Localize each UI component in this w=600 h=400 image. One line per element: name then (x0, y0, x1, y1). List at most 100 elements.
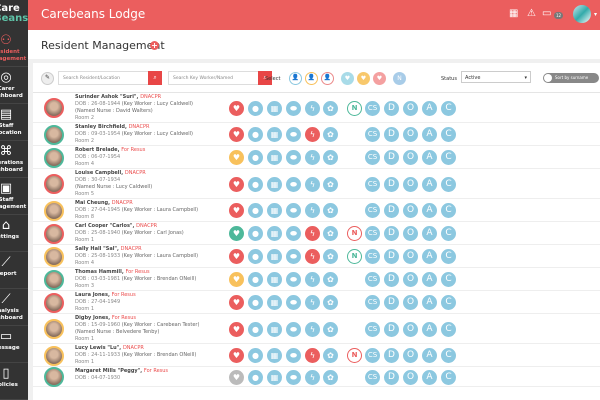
calendar-icon[interactable]: ▦ (267, 150, 282, 165)
sidebar-item-message[interactable]: ▭Message (0, 326, 28, 363)
resident-avatar[interactable] (44, 124, 64, 145)
badge-cs[interactable]: CS (365, 348, 380, 363)
person-icon[interactable]: ● (248, 127, 263, 142)
badge-o[interactable]: O (403, 176, 418, 192)
resident-avatar[interactable] (44, 174, 64, 194)
message-icon[interactable]: ▭ (542, 8, 552, 19)
resident-row[interactable]: Lucy Lewis "Lu", DNACPR DOB : 24-11-1933 … (33, 344, 600, 367)
filter-ring-yellow-icon[interactable]: 👤 (305, 72, 318, 85)
badge-a[interactable]: A (422, 295, 437, 310)
sidebar-item-carer-dashboard[interactable]: ◎Carer Dashboard (0, 67, 28, 104)
status-select[interactable]: Active ▾ (461, 71, 531, 83)
badge-o[interactable]: O (403, 348, 418, 363)
resident-row[interactable]: Thomas Hammill, For Resus DOB : 03-03-198… (33, 268, 600, 291)
badge-o[interactable]: O (403, 203, 418, 218)
badge-c[interactable]: C (441, 100, 456, 116)
search-icon[interactable]: ⌕ (148, 71, 162, 85)
heart-hands-icon[interactable]: ♥ (229, 226, 244, 241)
resident-name[interactable]: Louise Campbell (75, 170, 122, 176)
badge-d[interactable]: D (384, 321, 399, 337)
badge-d[interactable]: D (384, 272, 399, 287)
puzzle-icon[interactable]: ✿ (323, 176, 338, 192)
resident-row[interactable]: Surinder Ashok "Suri", DNACPR DOB : 26-08… (33, 93, 600, 123)
badge-c[interactable]: C (441, 348, 456, 363)
badge-c[interactable]: C (441, 295, 456, 310)
badge-c[interactable]: C (441, 249, 456, 264)
person-icon[interactable]: ● (248, 249, 263, 264)
badge-d[interactable]: D (384, 249, 399, 264)
resident-avatar[interactable] (44, 147, 64, 168)
calendar-icon[interactable]: ▦ (267, 295, 282, 310)
heart-hands-icon[interactable]: ♥ (229, 295, 244, 310)
logo[interactable]: CareBeans (0, 3, 28, 24)
sidebar-item-policies[interactable]: ▯Policies (0, 363, 28, 400)
resident-row[interactable]: Laura Jones, For Resus DOB : 27-04-1949 Ro… (33, 291, 600, 314)
heart-hands-icon[interactable]: ♥ (229, 203, 244, 218)
resident-row[interactable]: Mai Cheung, DNACPR DOB : 27-04-1945 (Key … (33, 199, 600, 222)
bolt-icon[interactable]: ϟ (305, 295, 320, 310)
badge-a[interactable]: A (422, 249, 437, 264)
puzzle-icon[interactable]: ✿ (323, 100, 338, 116)
resident-avatar[interactable] (44, 98, 64, 118)
resident-name[interactable]: Laura Jones (75, 292, 108, 298)
resident-row[interactable]: Margaret Mills "Peggy", For Resus DOB : 0… (33, 367, 600, 387)
badge-a[interactable]: A (422, 150, 437, 165)
chevron-down-icon[interactable]: ▾ (594, 11, 598, 18)
puzzle-icon[interactable]: ✿ (323, 150, 338, 165)
badge-c[interactable]: C (441, 272, 456, 287)
badge-cs[interactable]: CS (365, 226, 380, 241)
pill-icon[interactable]: ⬬ (286, 100, 301, 116)
person-icon[interactable]: ● (248, 321, 263, 337)
user-avatar[interactable] (573, 5, 591, 23)
resident-avatar[interactable] (44, 292, 64, 313)
badge-cs[interactable]: CS (365, 295, 380, 310)
badge-o[interactable]: O (403, 226, 418, 241)
person-icon[interactable]: ● (248, 272, 263, 287)
resident-row[interactable]: Sally Hall "Sal", DNACPR DOB : 25-08-1933… (33, 245, 600, 268)
add-resident-button[interactable]: + (150, 41, 159, 50)
resident-avatar[interactable] (44, 200, 64, 221)
sidebar-item-resident-management[interactable]: ⚇Resident Management (0, 30, 28, 67)
calendar-icon[interactable]: ▦ (267, 249, 282, 264)
resident-name[interactable]: Thomas Hammill (75, 269, 122, 275)
person-icon[interactable]: ● (248, 203, 263, 218)
resident-avatar[interactable] (44, 367, 64, 387)
pill-icon[interactable]: ⬬ (286, 127, 301, 142)
n-badge-icon[interactable]: N (347, 100, 362, 116)
search-icon[interactable]: ⌕ (258, 71, 272, 85)
bolt-icon[interactable]: ϟ (305, 321, 320, 337)
badge-a[interactable]: A (422, 203, 437, 218)
badge-c[interactable]: C (441, 176, 456, 192)
calendar-icon[interactable]: ▦ (267, 348, 282, 363)
heart-hands-icon[interactable]: ♥ (229, 321, 244, 337)
resident-name[interactable]: Digby Jones (75, 315, 109, 321)
n-badge-icon[interactable]: N (347, 249, 362, 264)
person-icon[interactable]: ● (248, 226, 263, 241)
bolt-icon[interactable]: ϟ (305, 369, 320, 385)
badge-cs[interactable]: CS (365, 321, 380, 337)
badge-a[interactable]: A (422, 127, 437, 142)
bolt-icon[interactable]: ϟ (305, 348, 320, 363)
resident-avatar[interactable] (44, 345, 64, 366)
bolt-icon[interactable]: ϟ (305, 226, 320, 241)
badge-cs[interactable]: CS (365, 203, 380, 218)
badge-a[interactable]: A (422, 321, 437, 337)
calendar-icon[interactable]: ▦ (267, 176, 282, 192)
resident-name[interactable]: Lucy Lewis "Lu" (75, 345, 120, 351)
heart-hands-icon[interactable]: ♥ (229, 127, 244, 142)
puzzle-icon[interactable]: ✿ (323, 249, 338, 264)
heart-hands-icon[interactable]: ♥ (229, 100, 244, 116)
calendar-icon[interactable]: ▦ (267, 127, 282, 142)
sidebar-item-analysis-dashboard[interactable]: ⟋Analysis Dashboard (0, 289, 28, 326)
badge-cs[interactable]: CS (365, 369, 380, 385)
resident-name[interactable]: Sally Hall "Sal" (75, 246, 118, 252)
badge-o[interactable]: O (403, 100, 418, 116)
n-badge-icon[interactable]: N (347, 226, 362, 241)
clear-filter-icon[interactable]: ✎ (41, 72, 54, 85)
badge-cs[interactable]: CS (365, 100, 380, 116)
calendar-icon[interactable]: ▦ (267, 100, 282, 116)
filter-heart-yellow-icon[interactable]: ♥ (357, 72, 370, 85)
sidebar-item-operations-dashboard[interactable]: ⌘Operations Dashboard (0, 141, 28, 178)
resident-row[interactable]: Robert Brelade, For Resus DOB : 06-07-195… (33, 146, 600, 169)
person-icon[interactable]: ● (248, 176, 263, 192)
